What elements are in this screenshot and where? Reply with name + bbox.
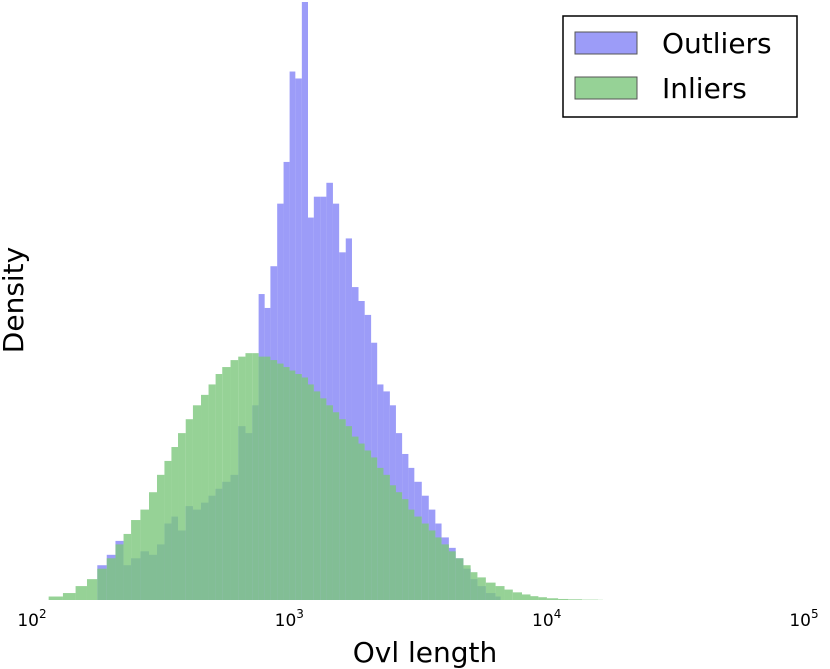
bar-inliers (389, 485, 396, 600)
bar-inliers (371, 457, 378, 600)
bar-inliers (171, 447, 179, 600)
bar-inliers (164, 460, 172, 600)
bar-inliers (345, 426, 352, 600)
legend-label-outliers: Outliers (662, 27, 772, 60)
bar-inliers (115, 544, 124, 600)
bar-inliers (86, 579, 98, 600)
bar-inliers (358, 443, 365, 600)
bar-inliers (238, 356, 246, 600)
bar-inliers (558, 598, 569, 600)
bar-inliers (48, 596, 63, 600)
bar-inliers (283, 367, 290, 600)
bar-inliers (568, 599, 582, 600)
bar-inliers (455, 558, 464, 600)
bar-inliers (301, 377, 308, 600)
bar-inliers (395, 492, 403, 600)
bar-inliers (295, 374, 302, 600)
x-axis-label: Ovl length (353, 636, 498, 669)
bar-inliers (62, 593, 76, 600)
bar-inliers (428, 530, 436, 600)
x-tick-label: 103 (275, 607, 304, 631)
bar-inliers (408, 509, 415, 600)
bar-inliers (435, 537, 442, 600)
bar-inliers (289, 370, 296, 600)
bar-inliers (149, 492, 157, 600)
bar-inliers (156, 474, 165, 600)
x-tick-label: 105 (789, 607, 818, 631)
bar-inliers (264, 356, 271, 600)
bar-outliers (332, 203, 340, 600)
bar-inliers (477, 577, 486, 600)
bar-inliers (339, 419, 346, 600)
bar-inliers (530, 596, 539, 600)
y-axis-label: Density (0, 247, 30, 353)
bar-inliers (414, 516, 422, 600)
bar-inliers (178, 433, 186, 600)
bar-inliers (402, 499, 409, 600)
bar-inliers (277, 363, 284, 600)
legend-label-inliers: Inliers (662, 72, 747, 105)
bar-inliers (75, 586, 87, 600)
series-inliers (48, 353, 603, 600)
bar-inliers (485, 582, 496, 600)
bar-inliers (421, 523, 429, 600)
bar-inliers (377, 467, 384, 600)
bar-outliers (326, 182, 333, 601)
bar-inliers (308, 384, 314, 600)
bar-inliers (270, 360, 278, 600)
legend: Outliers Inliers (562, 15, 798, 118)
bar-inliers (106, 558, 116, 600)
bar-outliers (301, 2, 308, 600)
bar-outliers (295, 78, 302, 601)
bar-inliers (131, 520, 141, 600)
bar-outliers (289, 71, 296, 600)
bar-inliers (463, 565, 471, 600)
bar-inliers (364, 450, 372, 600)
bar-inliers (208, 384, 216, 600)
bar-inliers (351, 436, 359, 600)
bar-inliers (230, 360, 239, 600)
bar-inliers (512, 592, 522, 600)
legend-swatch-outliers (574, 31, 638, 55)
bar-inliers (383, 474, 390, 600)
bar-inliers (326, 405, 333, 600)
bar-inliers (332, 412, 340, 600)
bar-inliers (538, 597, 547, 600)
bar-inliers (185, 419, 193, 600)
bar-inliers (441, 544, 449, 600)
bar-inliers (258, 356, 265, 600)
bar-outliers (320, 196, 327, 600)
x-tick-label: 102 (17, 607, 46, 631)
bar-inliers (215, 374, 223, 600)
x-tick-label: 104 (532, 607, 561, 631)
bar-inliers (192, 405, 202, 600)
bar-inliers (470, 572, 478, 600)
bar-inliers (222, 367, 231, 600)
bar-inliers (123, 533, 132, 600)
bar-inliers (140, 509, 149, 600)
bar-inliers (245, 353, 253, 600)
bar-inliers (495, 586, 505, 600)
bar-inliers (504, 589, 513, 600)
bars-layer (48, 2, 603, 601)
x-axis-ticks: 102 103 104 105 (17, 607, 818, 631)
bar-inliers (201, 394, 209, 600)
bar-inliers (448, 551, 456, 600)
bar-inliers (522, 594, 531, 600)
bar-inliers (252, 353, 259, 600)
bar-outliers (345, 238, 352, 601)
bar-inliers (97, 568, 107, 600)
legend-swatch-inliers (574, 76, 638, 100)
bar-inliers (320, 398, 327, 600)
bar-inliers (313, 391, 321, 600)
bar-inliers (546, 598, 559, 600)
